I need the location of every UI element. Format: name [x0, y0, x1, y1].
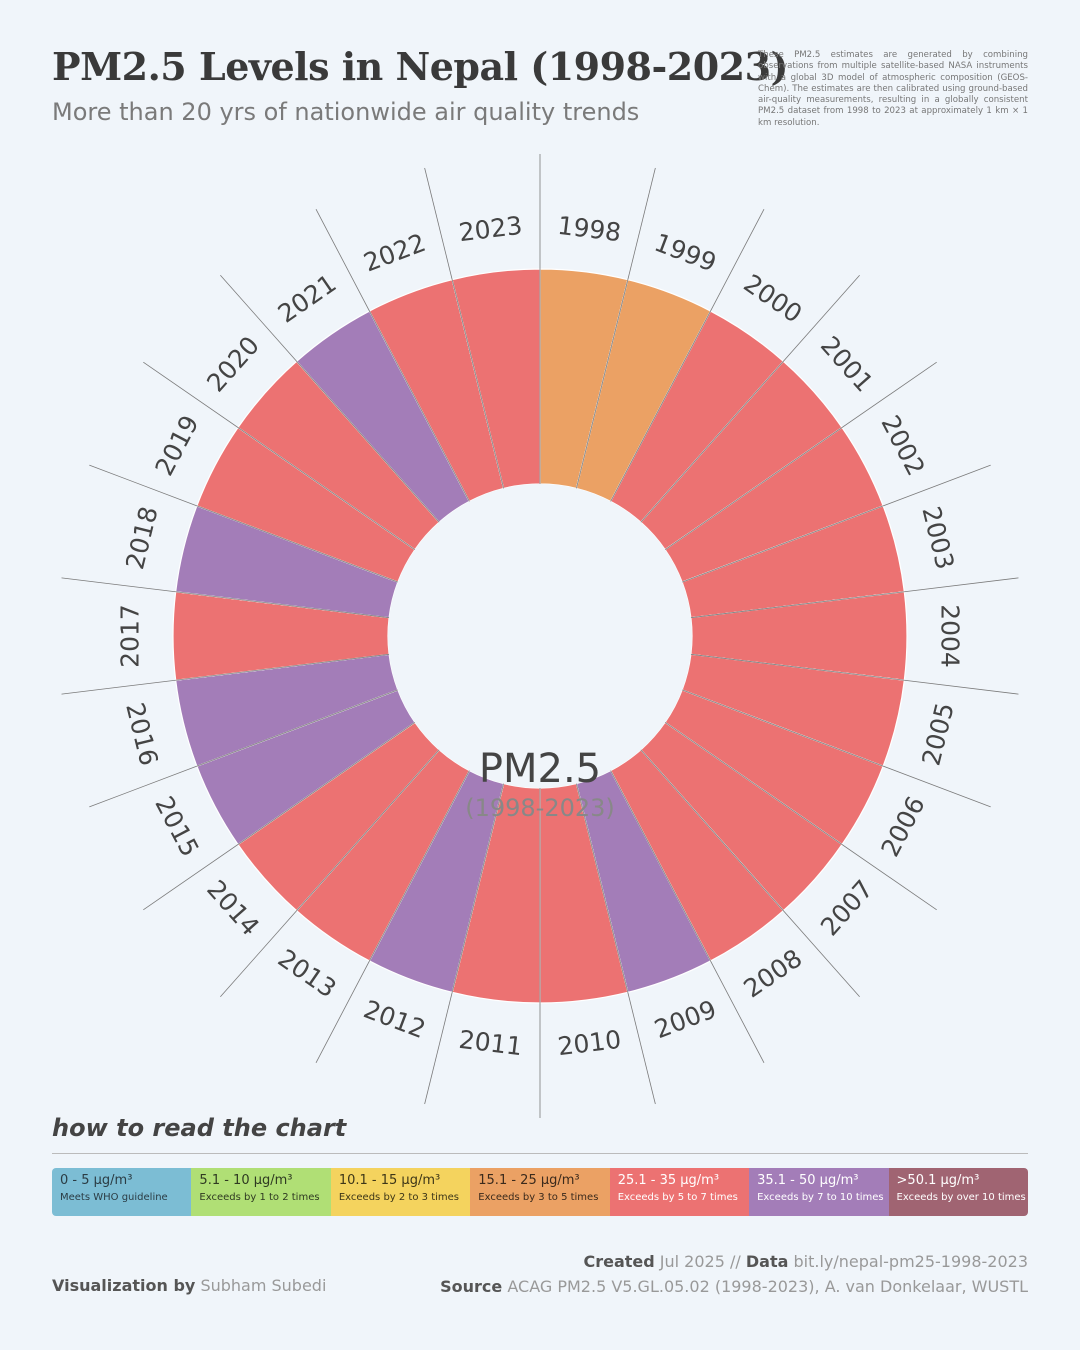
legend-description: Exceeds by 3 to 5 times: [478, 1192, 599, 1203]
spoke-2013: [315, 770, 470, 1063]
viz-author: Subham Subedi: [200, 1276, 327, 1295]
year-label-2019: 2019: [149, 411, 204, 481]
legend-range: 15.1 - 25 µg/m³: [478, 1173, 580, 1188]
chart-center-disc: [388, 484, 692, 788]
year-label-2011: 2011: [457, 1025, 524, 1061]
spoke-2016: [89, 689, 399, 808]
year-label-2017: 2017: [116, 604, 145, 668]
year-label-2016: 2016: [120, 700, 163, 769]
spoke-2005: [690, 653, 1019, 695]
legend-description: Meets WHO guideline: [60, 1192, 168, 1203]
legend-description: Exceeds by 5 to 7 times: [617, 1192, 738, 1203]
legend-range: 0 - 5 µg/m³: [60, 1173, 133, 1188]
year-label-2020: 2020: [201, 331, 265, 398]
chart-spokes: [61, 154, 1019, 1118]
year-label-2005: 2005: [916, 700, 959, 769]
year-label-2004: 2004: [936, 604, 965, 668]
spoke-2017: [61, 653, 390, 695]
legend-description: Exceeds by 7 to 10 times: [757, 1192, 884, 1203]
spoke-2020: [143, 361, 416, 550]
legend-item: 5.1 - 10 µg/m³ Exceeds by 1 to 2 times: [191, 1168, 331, 1216]
year-label-2008: 2008: [738, 943, 807, 1003]
legend-description: Exceeds by 2 to 3 times: [338, 1192, 459, 1203]
legend-item: 10.1 - 15 µg/m³ Exceeds by 2 to 3 times: [330, 1168, 471, 1216]
created-label: Created: [583, 1252, 655, 1271]
legend-item: 35.1 - 50 µg/m³ Exceeds by 7 to 10 times: [749, 1168, 889, 1216]
year-label-2018: 2018: [120, 504, 163, 573]
legend-item: 25.1 - 35 µg/m³ Exceeds by 5 to 7 times: [609, 1168, 750, 1216]
legend: 0 - 5 µg/m³ Meets WHO guideline 5.1 - 10 µ…: [52, 1168, 1028, 1216]
credit-created-data: Created Jul 2025 // Data bit.ly/nepal-pm…: [583, 1252, 1028, 1271]
data-link[interactable]: bit.ly/nepal-pm25-1998-2023: [793, 1252, 1028, 1271]
year-label-2023: 2023: [457, 211, 524, 247]
year-label-2000: 2000: [738, 269, 807, 329]
year-label-2015: 2015: [149, 792, 204, 862]
legend-divider: [52, 1153, 1028, 1154]
spoke-1999: [575, 167, 656, 489]
data-label: Data: [745, 1252, 789, 1271]
year-label-2012: 2012: [360, 995, 430, 1045]
viz-label: Visualization by: [52, 1276, 196, 1295]
year-label-2003: 2003: [916, 504, 959, 573]
spoke-2007: [664, 722, 937, 911]
methodology-note: These PM2.5 estimates are generated by c…: [758, 50, 1028, 128]
spoke-2001: [640, 274, 860, 523]
year-label-2021: 2021: [273, 269, 342, 329]
legend-item: 0 - 5 µg/m³ Meets WHO guideline: [52, 1168, 192, 1216]
legend-title: how to read the chart: [52, 1114, 347, 1142]
year-label-2006: 2006: [875, 792, 930, 862]
legend-range: 35.1 - 50 µg/m³: [757, 1173, 859, 1188]
spoke-2022: [315, 209, 470, 502]
spoke-2018: [61, 577, 390, 619]
spoke-2002: [664, 361, 937, 550]
source-value: ACAG PM2.5 V5.GL.05.02 (1998-2023), A. v…: [507, 1277, 1028, 1296]
created-value: Jul 2025 //: [659, 1252, 741, 1271]
spoke-2004: [690, 577, 1019, 619]
spoke-2008: [640, 749, 860, 998]
center-label: PM2.5: [479, 746, 601, 792]
chart-title: PM2.5 Levels in Nepal (1998-2023): [52, 44, 789, 89]
year-label-2022: 2022: [360, 228, 430, 278]
year-label-2001: 2001: [815, 331, 879, 398]
year-label-2002: 2002: [875, 411, 930, 481]
year-label-2013: 2013: [273, 943, 342, 1003]
legend-item: 15.1 - 25 µg/m³ Exceeds by 3 to 5 times: [470, 1168, 610, 1216]
legend-description: Exceeds by over 10 times: [896, 1192, 1026, 1203]
year-label-2014: 2014: [201, 874, 265, 941]
legend-description: Exceeds by 1 to 2 times: [199, 1192, 320, 1203]
spoke-2023: [424, 167, 505, 489]
source-label: Source: [440, 1277, 503, 1296]
spoke-2010: [575, 783, 656, 1105]
credit-source: Source ACAG PM2.5 V5.GL.05.02 (1998-2023…: [440, 1277, 1028, 1296]
year-label-2007: 2007: [815, 874, 879, 941]
legend-range: 10.1 - 15 µg/m³: [338, 1173, 441, 1188]
legend-range: 25.1 - 35 µg/m³: [617, 1173, 720, 1188]
chart-segments: [172, 268, 908, 1004]
legend-range: >50.1 µg/m³: [896, 1173, 980, 1188]
spoke-2021: [220, 274, 440, 523]
credit-visualization: Visualization by Subham Subedi: [52, 1276, 326, 1295]
spoke-2006: [681, 689, 991, 808]
spoke-2019: [89, 464, 399, 583]
spoke-2009: [610, 770, 765, 1063]
year-label-2009: 2009: [651, 995, 721, 1045]
center-sublabel: (1998-2023): [465, 794, 615, 822]
year-label-1999: 1999: [651, 228, 721, 278]
legend-item: >50.1 µg/m³ Exceeds by over 10 times: [888, 1168, 1028, 1216]
year-label-2010: 2010: [556, 1025, 623, 1061]
spoke-2003: [681, 464, 991, 583]
chart-subtitle: More than 20 yrs of nationwide air quali…: [52, 98, 640, 126]
year-label-1998: 1998: [556, 211, 623, 247]
spoke-2012: [424, 783, 505, 1105]
spoke-2015: [143, 722, 416, 911]
spoke-2000: [610, 209, 765, 502]
legend-range: 5.1 - 10 µg/m³: [199, 1173, 293, 1188]
spoke-2014: [220, 749, 440, 998]
